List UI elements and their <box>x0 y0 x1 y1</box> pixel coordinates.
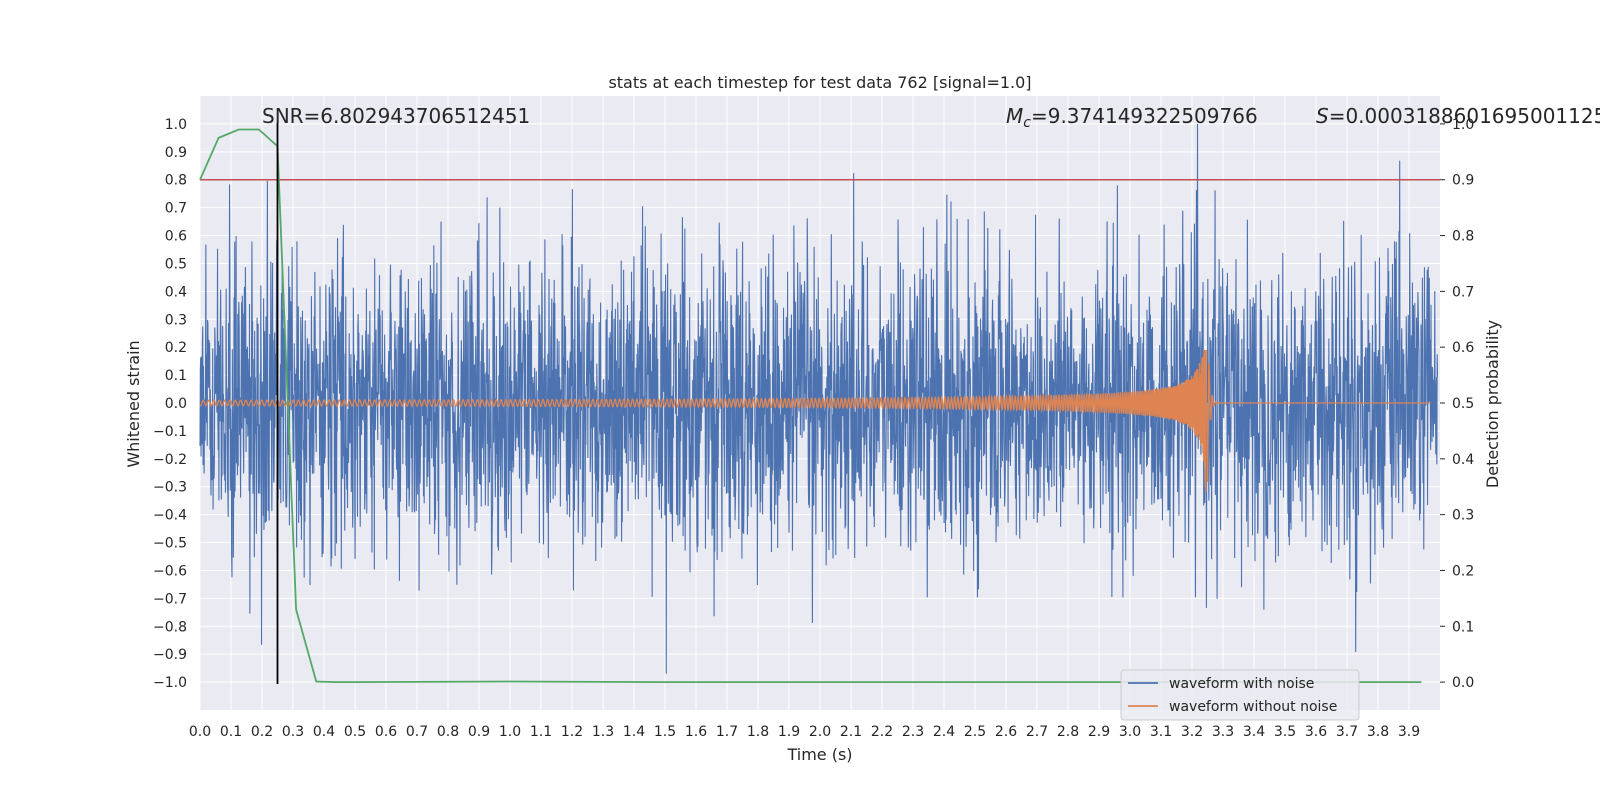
x-tick-label: 2.7 <box>1026 724 1048 740</box>
x-tick-label: 3.4 <box>1243 724 1265 740</box>
x-tick-label: 1.8 <box>747 724 769 740</box>
x-tick-label: 0.4 <box>313 724 335 740</box>
x-tick-label: 3.9 <box>1398 724 1420 740</box>
mc-value: =9.374149322509766 <box>1031 104 1258 128</box>
y-left-tick-label: 0.0 <box>165 396 187 412</box>
y-left-tick-label: −0.3 <box>153 480 187 496</box>
mc-symbol: M <box>1006 104 1023 128</box>
y-axis-right-label: Detection probability <box>1483 320 1502 488</box>
x-tick-label: 2.4 <box>933 724 955 740</box>
x-tick-label: 1.5 <box>654 724 676 740</box>
y-left-tick-label: −0.6 <box>153 563 187 579</box>
x-tick-label: 0.8 <box>437 724 459 740</box>
x-tick-label: 2.1 <box>840 724 862 740</box>
x-tick-label: 1.2 <box>561 724 583 740</box>
y-left-tick-label: −0.5 <box>153 536 187 552</box>
x-tick-label: 0.1 <box>220 724 242 740</box>
x-tick-label: 1.6 <box>685 724 707 740</box>
x-tick-label: 0.7 <box>406 724 428 740</box>
y-right-tick-label: 0.1 <box>1452 619 1474 635</box>
y-left-tick-label: 0.3 <box>165 312 187 328</box>
mc-subscript: c <box>1023 115 1031 131</box>
y-left-tick-label: 0.6 <box>165 229 187 245</box>
x-axis-label: Time (s) <box>786 745 852 764</box>
x-tick-label: 0.9 <box>468 724 490 740</box>
x-tick-label: 2.2 <box>871 724 893 740</box>
y-right-tick-label: 0.6 <box>1452 340 1474 356</box>
x-tick-label: 3.6 <box>1305 724 1327 740</box>
x-tick-label: 0.0 <box>189 724 211 740</box>
x-tick-label: 3.0 <box>1119 724 1141 740</box>
x-tick-label: 0.2 <box>251 724 273 740</box>
x-tick-label: 2.9 <box>1088 724 1110 740</box>
legend: waveform with noise waveform without noi… <box>1120 669 1360 721</box>
y-right-tick-label: 1.0 <box>1452 117 1474 133</box>
tick-labels: 0.0 0.1 0.2 0.3 0.4 0.5 0.6 0.7 0.8 0.9 1.0 1.1 1.2 1… <box>153 117 1474 740</box>
x-tick-label: 0.6 <box>375 724 397 740</box>
y-left-tick-label: −0.1 <box>153 424 187 440</box>
series-waveform-without-noise <box>199 349 1431 492</box>
legend-label-signal: waveform without noise <box>1169 699 1337 715</box>
y-right-tick-label: 0.5 <box>1452 396 1474 412</box>
legend-label-noise: waveform with noise <box>1169 676 1314 692</box>
series-detection-probability <box>199 128 1422 683</box>
legend-box <box>1120 669 1360 721</box>
x-tick-label: 3.3 <box>1212 724 1234 740</box>
y-left-tick-label: 0.8 <box>165 173 187 189</box>
x-tick-label: 1.1 <box>530 724 552 740</box>
x-tick-label: 1.7 <box>716 724 738 740</box>
y-left-tick-label: −0.9 <box>153 647 187 663</box>
noise-line <box>199 123 1439 674</box>
x-tick-label: 2.5 <box>964 724 986 740</box>
y-left-tick-label: −0.8 <box>153 619 187 635</box>
x-tick-label: 2.3 <box>902 724 924 740</box>
x-tick-label: 1.9 <box>778 724 800 740</box>
y-left-tick-label: 0.7 <box>165 201 187 217</box>
y-right-tick-label: 0.7 <box>1452 284 1474 300</box>
y-left-tick-label: −0.7 <box>153 591 187 607</box>
chart-title: stats at each timestep for test data 762… <box>608 73 1031 92</box>
y-left-tick-label: 0.5 <box>165 256 187 272</box>
y-left-tick-label: −0.4 <box>153 508 187 524</box>
signal-line <box>199 349 1431 492</box>
x-tick-label: 1.0 <box>499 724 521 740</box>
y-right-tick-label: 0.4 <box>1452 452 1474 468</box>
series-waveform-with-noise <box>199 123 1439 674</box>
y-left-tick-label: −1.0 <box>153 675 187 691</box>
x-tick-label: 3.1 <box>1150 724 1172 740</box>
mc-annotation: Mc=9.374149322509766 <box>1006 104 1258 131</box>
y-axis-left-label: Whitened strain <box>124 340 143 467</box>
x-tick-label: 1.4 <box>623 724 645 740</box>
x-tick-label: 3.7 <box>1336 724 1358 740</box>
y-left-tick-label: 0.9 <box>165 145 187 161</box>
x-tick-label: 1.3 <box>592 724 614 740</box>
x-tick-label: 3.5 <box>1274 724 1296 740</box>
y-right-tick-label: 0.8 <box>1452 229 1474 245</box>
x-tick-label: 0.3 <box>282 724 304 740</box>
y-right-tick-label: 0.3 <box>1452 508 1474 524</box>
snr-annotation: SNR=6.802943706512451 <box>262 104 530 128</box>
x-tick-label: 3.2 <box>1181 724 1203 740</box>
s-annotation: S=0.0003188601695001125 <box>1316 104 1600 128</box>
x-tick-label: 0.5 <box>344 724 366 740</box>
x-tick-label: 2.6 <box>995 724 1017 740</box>
x-tick-label: 2.8 <box>1057 724 1079 740</box>
s-symbol: S <box>1316 104 1329 128</box>
probability-line <box>199 128 1422 683</box>
x-tick-label: 2.0 <box>809 724 831 740</box>
y-left-tick-label: 0.2 <box>165 340 187 356</box>
y-right-tick-label: 0.0 <box>1452 675 1474 691</box>
y-left-tick-label: 0.4 <box>165 284 187 300</box>
y-left-tick-label: −0.2 <box>153 452 187 468</box>
x-tick-label: 3.8 <box>1367 724 1389 740</box>
y-right-tick-label: 0.9 <box>1452 173 1474 189</box>
y-left-tick-label: 0.1 <box>165 368 187 384</box>
y-right-tick-label: 0.2 <box>1452 563 1474 579</box>
y-left-tick-label: 1.0 <box>165 117 187 133</box>
s-value: =0.0003188601695001125 <box>1329 104 1600 128</box>
